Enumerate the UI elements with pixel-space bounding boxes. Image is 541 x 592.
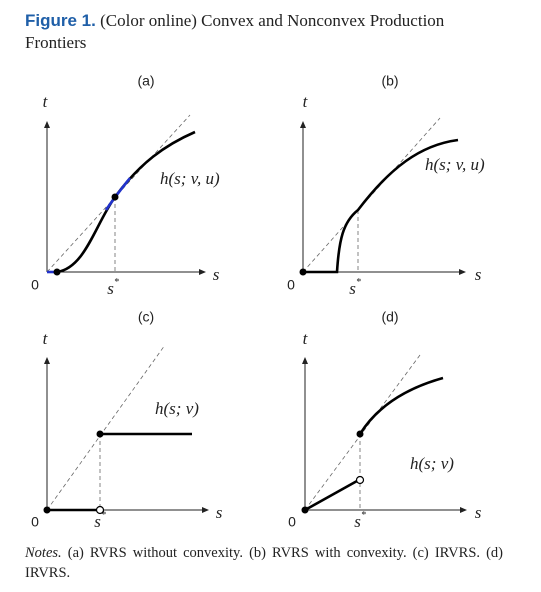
blue-segment: [104, 177, 132, 211]
point-base: s: [94, 512, 101, 531]
x-axis-label: s: [475, 265, 482, 284]
x-axis-label: s: [216, 503, 223, 522]
point-sup: *: [356, 277, 361, 288]
curve-label: h(s; v): [410, 454, 454, 473]
panel-c: (c) t s 0 s* h(s; v): [31, 309, 223, 531]
curve-label: h(s; v, u): [425, 155, 485, 174]
y-axis-label: t: [43, 92, 49, 111]
curve-label: h(s; v): [155, 399, 199, 418]
point: [356, 430, 364, 438]
point: [43, 506, 51, 514]
origin-label: 0: [31, 277, 39, 293]
point-base: s: [107, 279, 114, 298]
notes: Notes. (a) RVRS without convexity. (b) R…: [25, 543, 503, 583]
ray: [46, 344, 166, 511]
panel-label: (b): [381, 73, 398, 89]
point: [111, 193, 119, 201]
point-base: s: [349, 279, 356, 298]
point: [301, 506, 309, 514]
origin-label: 0: [31, 514, 39, 530]
origin-label: 0: [287, 277, 295, 293]
point-label: s*: [349, 277, 361, 298]
panel-label: (d): [381, 309, 398, 325]
panel-d: (d) t s 0 s* h(s; v): [288, 309, 482, 531]
open-point: [95, 505, 105, 515]
frontier: [56, 130, 196, 274]
caption-text: (Color online) Convex and Nonconvex Prod…: [25, 11, 445, 52]
figure-label: Figure 1.: [25, 11, 96, 30]
notes-text: (a) RVRS without convexity. (b) RVRS wit…: [25, 545, 504, 581]
point-label: s*: [107, 277, 119, 298]
open-point: [355, 475, 365, 485]
panel-b: (b) t s 0 s* h(s; v, u): [287, 73, 485, 298]
frontier: [304, 479, 358, 512]
point-sup: *: [101, 510, 106, 521]
y-axis-label: t: [303, 329, 309, 348]
point: [299, 268, 307, 276]
x-axis-label: s: [475, 503, 482, 522]
panel-label: (c): [138, 309, 154, 325]
point: [53, 268, 61, 276]
y-axis-label: t: [43, 329, 49, 348]
point: [96, 430, 104, 438]
curve-label: h(s; v, u): [160, 169, 220, 188]
point-label: s*: [94, 510, 106, 531]
point-label: s*: [354, 510, 366, 531]
origin-label: 0: [288, 514, 296, 530]
notes-label: Notes.: [25, 545, 62, 561]
x-axis-label: s: [213, 265, 220, 284]
panel-label: (a): [137, 73, 154, 89]
frontier: [303, 138, 459, 274]
figure-caption: Figure 1. (Color online) Convex and Nonc…: [25, 10, 505, 54]
y-axis-label: t: [303, 92, 309, 111]
ray: [302, 117, 441, 273]
frontier: [358, 376, 444, 435]
point-base: s: [354, 512, 361, 531]
panel-a: (a) t s 0 s* h(s; v, u): [31, 73, 220, 298]
point-sup: *: [361, 510, 366, 521]
point-sup: *: [114, 277, 119, 288]
